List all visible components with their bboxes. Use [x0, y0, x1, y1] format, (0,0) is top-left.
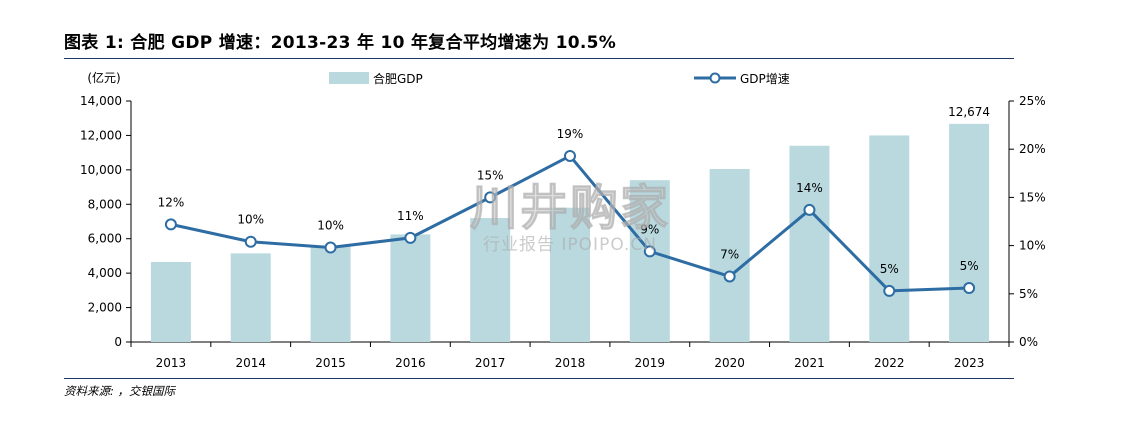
x-tick-label: 2015: [315, 356, 346, 370]
growth-data-label: 11%: [397, 209, 424, 223]
growth-data-label: 5%: [880, 262, 899, 276]
legend-bar-swatch: [329, 72, 369, 84]
y-tick-label: 12,000: [80, 128, 122, 142]
x-tick-label: 2014: [235, 356, 266, 370]
growth-point-2014: [244, 235, 257, 248]
bar-2023: [949, 123, 990, 342]
growth-data-label: 10%: [317, 219, 344, 233]
growth-data-label: 12%: [158, 195, 185, 209]
y-tick-label: 8,000: [88, 197, 122, 211]
y-tick-label: 10,000: [80, 163, 122, 177]
combo-chart: (亿元) 合肥GDP GDP增速 0 2,000 4,000 6,000 8,000 10…: [80, 70, 1046, 370]
growth-data-label: 19%: [557, 127, 584, 141]
bar-2014: [230, 253, 271, 342]
legend-bar-label: 合肥GDP: [373, 71, 423, 86]
growth-point-2022: [883, 284, 896, 297]
bar-2021: [789, 145, 830, 342]
y2-tick-label: 5%: [1019, 287, 1038, 301]
y2-tick-label: 25%: [1019, 94, 1046, 108]
chart-title: 图表 1: 合肥 GDP 增速：2013-23 年 10 年复合平均增速为 10…: [64, 33, 617, 53]
x-tick-label: 2018: [555, 356, 586, 370]
growth-point-2021: [803, 203, 816, 216]
growth-point-2017: [484, 191, 497, 204]
growth-point-2016: [404, 231, 417, 244]
x-tick-label: 2021: [794, 356, 825, 370]
growth-point-2020: [723, 270, 736, 283]
growth-data-label: 7%: [720, 247, 739, 261]
bar-2022: [869, 135, 910, 342]
y-axis-label: (亿元): [87, 70, 120, 85]
y2-tick-label: 0%: [1019, 335, 1038, 349]
growth-point-2013: [164, 218, 177, 231]
y-tick-label: 4,000: [88, 266, 122, 280]
bar-2018: [550, 207, 590, 342]
growth-data-label: 9%: [640, 222, 659, 236]
y-tick-label: 2,000: [88, 301, 122, 315]
y-tick-label: 0: [114, 335, 122, 349]
x-tick-label: 2023: [954, 356, 985, 370]
x-tick-label: 2022: [874, 356, 905, 370]
growth-data-label: 10%: [237, 213, 264, 227]
legend-line-label: GDP增速: [740, 72, 790, 86]
x-tick-label: 2016: [395, 356, 426, 370]
y2-tick-label: 20%: [1019, 142, 1046, 156]
growth-data-label: 14%: [796, 181, 823, 195]
bar-2013: [150, 261, 191, 342]
y2-tick-label: 10%: [1019, 239, 1046, 253]
legend: 合肥GDP GDP增速: [329, 71, 790, 86]
growth-data-label: 15%: [477, 168, 504, 182]
growth-point-2015: [324, 241, 337, 254]
y2-tick-label: 15%: [1019, 190, 1046, 204]
bar-2017: [470, 218, 511, 342]
title-divider: [64, 58, 1014, 59]
bar-data-label: 12,674: [948, 105, 990, 119]
x-tick-label: 2020: [714, 356, 745, 370]
x-tick-label: 2019: [635, 356, 666, 370]
legend-line-marker: [709, 72, 721, 84]
growth-point-2019: [643, 245, 656, 258]
source-note: 资料来源: ，交银国际: [64, 384, 176, 398]
x-tick-label: 2017: [475, 356, 506, 370]
x-tick-label: 2013: [156, 356, 187, 370]
bar-2016: [390, 234, 431, 342]
bar-2020: [709, 168, 750, 342]
bar-2015: [310, 245, 351, 342]
growth-point-2018: [564, 149, 576, 162]
y-tick-label: 6,000: [88, 232, 122, 246]
source-divider: [64, 378, 1014, 379]
growth-data-label: 5%: [960, 259, 979, 273]
bar-2019: [629, 180, 670, 342]
growth-point-2023: [963, 282, 976, 295]
y-tick-label: 14,000: [80, 94, 122, 108]
